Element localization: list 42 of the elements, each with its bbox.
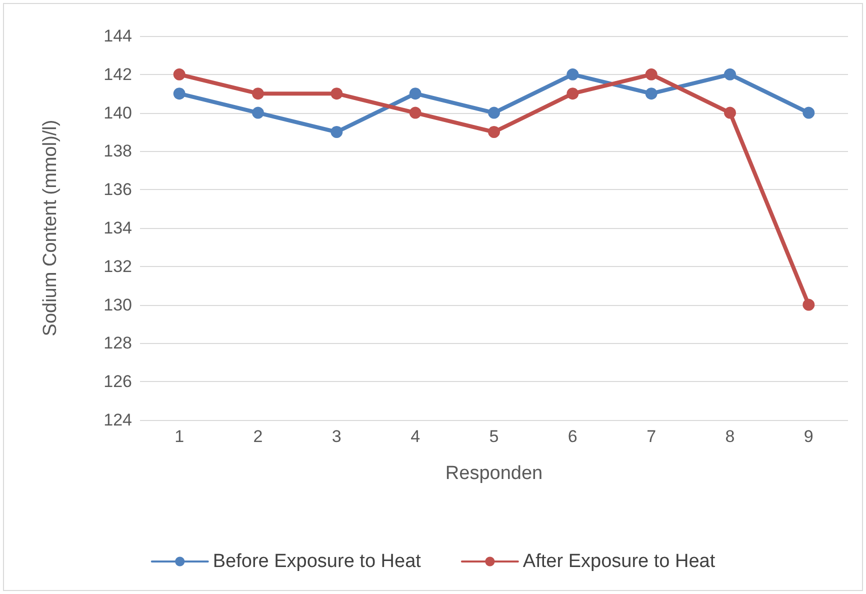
point xyxy=(330,88,343,100)
y-tick-label: 136 xyxy=(104,180,132,200)
point xyxy=(802,106,815,119)
point xyxy=(409,88,422,100)
x-axis-title: Responden xyxy=(445,463,543,484)
x-tick-label: 5 xyxy=(489,427,499,446)
point xyxy=(645,88,658,100)
point xyxy=(488,106,500,119)
point xyxy=(252,106,264,119)
x-tick-label: 2 xyxy=(253,427,263,446)
legend-label: After Exposure to Heat xyxy=(522,551,716,572)
y-tick-label: 124 xyxy=(104,410,132,430)
point xyxy=(330,126,343,138)
point xyxy=(724,106,736,119)
point xyxy=(409,106,422,119)
x-tick-label: 7 xyxy=(646,427,656,446)
point xyxy=(566,88,579,100)
x-tick-label: 4 xyxy=(410,427,420,446)
point xyxy=(488,126,500,138)
point xyxy=(173,88,186,100)
y-tick-label: 138 xyxy=(104,142,132,161)
y-tick-label: 130 xyxy=(104,295,132,314)
x-tick-label: 1 xyxy=(174,427,184,446)
y-tick-label: 126 xyxy=(104,372,132,392)
x-tick-label: 8 xyxy=(725,427,735,446)
point xyxy=(802,298,815,311)
y-tick-label: 144 xyxy=(104,26,132,46)
y-tick-label: 128 xyxy=(104,334,132,353)
x-tick-label: 6 xyxy=(568,427,578,446)
point xyxy=(724,68,736,80)
y-axis-title: Sodium Content (mmol)/l) xyxy=(40,120,61,336)
y-tick-label: 142 xyxy=(104,64,132,84)
point xyxy=(252,88,264,100)
y-tick-label: 132 xyxy=(104,256,132,276)
point xyxy=(566,68,579,80)
point xyxy=(173,68,186,80)
legend-label: Before Exposure to Heat xyxy=(212,551,422,572)
x-tick-label: 3 xyxy=(332,427,342,446)
x-tick-label: 9 xyxy=(804,427,814,446)
y-tick-label: 134 xyxy=(104,218,132,238)
y-tick-label: 140 xyxy=(104,103,132,122)
point xyxy=(645,68,658,80)
